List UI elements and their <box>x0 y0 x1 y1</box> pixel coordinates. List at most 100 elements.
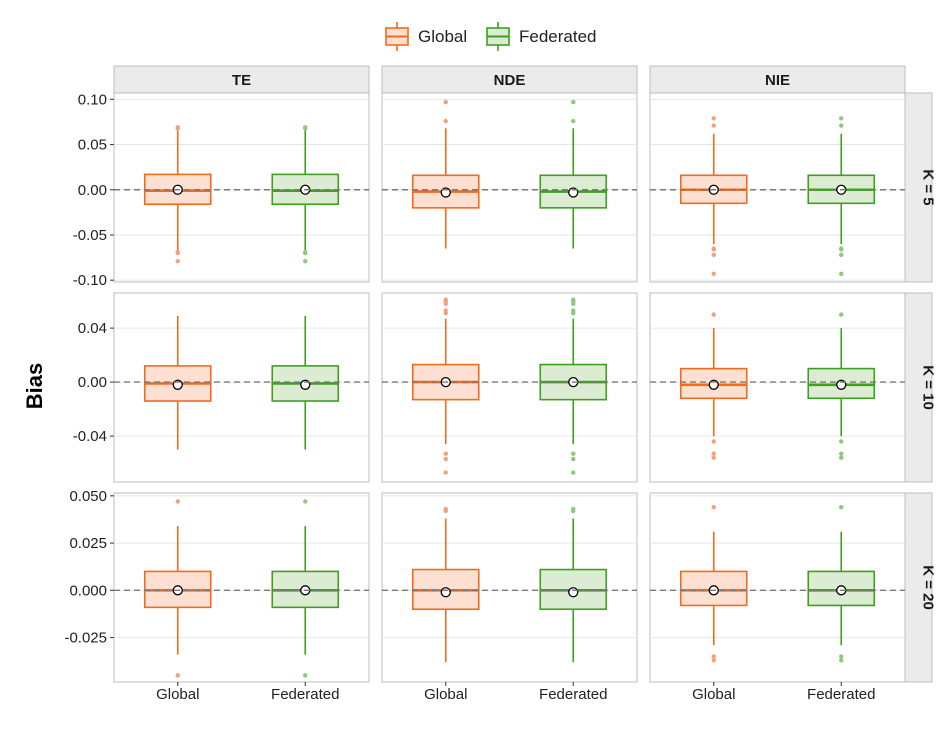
box-federated <box>271 125 340 264</box>
x-axis-te: Global Federated <box>156 682 339 703</box>
outlier-point <box>571 99 576 105</box>
outlier-point <box>443 99 448 105</box>
panel-nde-k-20 <box>381 492 638 683</box>
y-tick-label: 0.000 <box>69 582 107 599</box>
box-global <box>143 499 212 678</box>
box-federated <box>539 506 608 663</box>
strip-label-k-5: K = 5 <box>920 169 937 205</box>
y-axes: 0.10 0.05 0.00 -0.05 -0.10 0.04 0.00 -0.04 0.050… <box>64 91 114 647</box>
outlier-point <box>571 508 576 514</box>
outlier-point <box>443 118 448 124</box>
strip-label-te: TE <box>232 72 251 89</box>
y-tick-label: 0.00 <box>78 182 107 199</box>
panel-nde-k-10 <box>381 292 638 483</box>
strip-label-nie: NIE <box>765 72 790 89</box>
outlier-point <box>443 508 448 514</box>
outlier-point <box>443 301 448 306</box>
panel-te-k-10 <box>113 292 370 483</box>
outlier-point <box>839 123 844 128</box>
mean-marker <box>568 587 579 598</box>
outlier-point <box>839 116 844 121</box>
outlier-point <box>443 470 448 475</box>
outlier-point <box>711 252 716 258</box>
outlier-point <box>443 456 448 462</box>
row-strips: K = 5 K = 10 K = 20 <box>904 92 937 683</box>
box-federated <box>271 499 340 678</box>
outlier-point <box>571 451 576 456</box>
outlier-point <box>839 658 844 663</box>
outlier-point <box>175 259 180 264</box>
outlier-point <box>839 451 844 456</box>
outlier-point <box>571 456 576 462</box>
outlier-point <box>443 311 448 316</box>
outlier-point <box>711 439 716 444</box>
outlier-point <box>711 451 716 456</box>
outlier-point <box>571 301 576 306</box>
outlier-point <box>839 271 844 277</box>
x-tick-label-federated: Federated <box>807 686 875 703</box>
outlier-point <box>711 455 716 460</box>
box-global <box>679 312 748 460</box>
outlier-point <box>303 499 308 504</box>
y-tick-label: 0.00 <box>78 374 107 391</box>
y-tick-label: -0.04 <box>73 428 107 445</box>
y-tick-label: 0.05 <box>78 137 107 154</box>
box-federated <box>539 99 608 249</box>
box-global <box>143 315 212 450</box>
panel-te-k-20 <box>113 492 370 683</box>
outlier-point <box>711 658 716 663</box>
y-tick-label: 0.10 <box>78 91 107 108</box>
x-axes: Global Federated Global Federated Global Fede… <box>156 682 875 703</box>
outlier-point <box>839 455 844 460</box>
y-axis-k-20: 0.050 0.025 0.000 -0.025 <box>64 488 114 647</box>
outlier-point <box>571 311 576 316</box>
panels <box>113 92 906 683</box>
panel-nie-k-20 <box>649 492 906 683</box>
x-tick-label-global: Global <box>156 686 199 703</box>
y-tick-label: 0.025 <box>69 535 107 552</box>
outlier-point <box>711 312 716 317</box>
outlier-point <box>303 259 308 264</box>
box-global <box>411 99 480 249</box>
outlier-point <box>303 125 308 130</box>
strip-label-k-20: K = 20 <box>920 565 937 610</box>
legend: Global Federated <box>385 22 597 51</box>
outlier-point <box>711 271 716 277</box>
y-axis-title: Bias <box>22 363 47 409</box>
strip-nde <box>381 65 638 94</box>
x-axis-nie: Global Federated <box>692 682 875 703</box>
x-axis-nde: Global Federated <box>424 682 607 703</box>
outlier-point <box>711 116 716 121</box>
panel-nie-k-10 <box>649 292 906 483</box>
y-tick-label: -0.05 <box>73 227 107 244</box>
outlier-point <box>711 247 716 252</box>
outlier-point <box>839 654 844 659</box>
outlier-point <box>711 654 716 659</box>
outlier-point <box>571 118 576 124</box>
outlier-point <box>303 250 308 256</box>
outlier-point <box>711 123 716 128</box>
column-strips: TE NDE NIE <box>113 65 906 94</box>
x-tick-label-global: Global <box>424 686 467 703</box>
y-axis-k-5: 0.10 0.05 0.00 -0.05 -0.10 <box>73 91 114 289</box>
outlier-point <box>839 312 844 317</box>
x-tick-label-federated: Federated <box>271 686 339 703</box>
outlier-point <box>839 504 844 510</box>
y-tick-label: -0.025 <box>64 630 107 647</box>
y-tick-label: -0.10 <box>73 272 107 289</box>
x-tick-label-global: Global <box>692 686 735 703</box>
outlier-point <box>839 247 844 252</box>
strip-te <box>113 65 370 94</box>
panel-te-k-5 <box>113 92 370 283</box>
y-tick-label: 0.04 <box>78 320 107 337</box>
y-axis-k-10: 0.04 0.00 -0.04 <box>73 320 114 445</box>
outlier-point <box>711 504 716 510</box>
outlier-point <box>571 470 576 475</box>
outlier-point <box>839 439 844 444</box>
strip-label-k-10: K = 10 <box>920 365 937 410</box>
y-tick-label: 0.050 <box>69 488 107 505</box>
strip-k-10 <box>904 292 933 483</box>
strip-label-nde: NDE <box>494 72 526 89</box>
outlier-point <box>443 451 448 456</box>
